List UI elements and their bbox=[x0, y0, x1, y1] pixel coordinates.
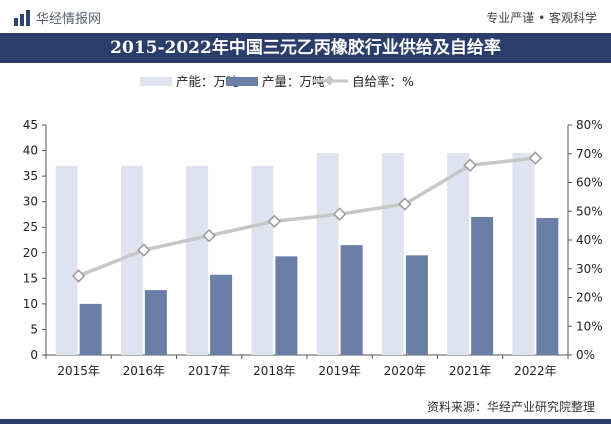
right-tick-label: 50% bbox=[576, 204, 603, 218]
production-bar bbox=[536, 218, 559, 355]
production-bars bbox=[79, 217, 559, 355]
bar-chart-logo-icon bbox=[14, 9, 30, 26]
left-tick-label: 40 bbox=[23, 144, 38, 158]
capacity-bars bbox=[55, 153, 535, 355]
footer-rule bbox=[0, 419, 611, 424]
right-tick-label: 10% bbox=[576, 319, 603, 333]
production-bar bbox=[405, 255, 428, 355]
right-tick-label: 40% bbox=[576, 233, 603, 247]
x-tick-label: 2018年 bbox=[253, 364, 296, 378]
ratio-line bbox=[77, 156, 536, 278]
capacity-bar bbox=[316, 153, 339, 355]
production-bar bbox=[79, 303, 102, 355]
ratio-point bbox=[463, 158, 477, 172]
x-tick-label: 2021年 bbox=[449, 364, 492, 378]
left-tick-label: 25 bbox=[23, 220, 38, 234]
left-tick-label: 15 bbox=[23, 271, 38, 285]
x-tick-label: 2022年 bbox=[514, 364, 557, 378]
right-tick-label: 30% bbox=[576, 262, 603, 276]
capacity-bar bbox=[251, 165, 274, 355]
legend-label-2: 自给率：% bbox=[352, 74, 414, 89]
left-tick-label: 35 bbox=[23, 169, 38, 183]
capacity-bar bbox=[381, 153, 404, 355]
production-bar bbox=[275, 256, 298, 355]
right-tick-label: 80% bbox=[576, 118, 603, 132]
ratio-point bbox=[332, 207, 347, 221]
ratio-point bbox=[202, 228, 216, 243]
capacity-bar bbox=[512, 153, 535, 355]
left-tick-label: 10 bbox=[23, 297, 38, 311]
ratio-point bbox=[71, 269, 86, 283]
x-tick-label: 2019年 bbox=[318, 364, 361, 378]
legend-swatch-1 bbox=[226, 77, 258, 86]
production-bar bbox=[471, 217, 494, 355]
legend: 产能：万吨 产量：万吨 自给率：% bbox=[140, 74, 414, 89]
slogan: 专业严谨 • 客观科学 bbox=[486, 11, 597, 25]
capacity-bar bbox=[186, 165, 209, 355]
capacity-bar bbox=[55, 165, 78, 355]
legend-swatch-0 bbox=[140, 77, 172, 86]
legend-label-0: 产能：万吨 bbox=[176, 74, 239, 89]
ratio-point bbox=[267, 214, 282, 229]
ratio-point bbox=[137, 243, 151, 257]
ratio-line-series bbox=[71, 151, 543, 283]
legend-marker-2 bbox=[324, 75, 335, 86]
brand: 华经情报网 bbox=[14, 8, 101, 27]
ratio-point bbox=[398, 197, 412, 211]
capacity-bar bbox=[120, 165, 143, 355]
right-tick-label: 70% bbox=[576, 147, 603, 161]
source-note: 资料来源：华经产业研究院整理 bbox=[426, 400, 595, 414]
axes: 0 5 10 15 20 25 30 35 40 45 0% 10% 20% 30% 40% 50% 60% 70… bbox=[23, 118, 603, 378]
left-tick-label: 0 bbox=[30, 348, 38, 362]
legend-label-1: 产量：万吨 bbox=[262, 74, 325, 89]
production-bar bbox=[340, 245, 363, 355]
x-tick-label: 2015年 bbox=[57, 364, 100, 378]
chart-title: 2015-2022年中国三元乙丙橡胶行业供给及自给率 bbox=[0, 33, 611, 63]
chart-area: 产能：万吨 产量：万吨 自给率：% 0 5 10 15 20 25 30 35 40 45 0% 10% 2… bbox=[23, 74, 603, 378]
right-tick-label: 20% bbox=[576, 291, 603, 305]
x-tick-label: 2016年 bbox=[123, 364, 166, 378]
left-tick-label: 45 bbox=[23, 118, 38, 132]
x-tick-label: 2020年 bbox=[384, 364, 427, 378]
brand-name: 华经情报网 bbox=[36, 12, 102, 27]
capacity-bar bbox=[447, 153, 470, 355]
right-tick-label: 60% bbox=[576, 176, 603, 190]
right-tick-label: 0% bbox=[576, 348, 595, 362]
production-bar bbox=[144, 290, 167, 355]
left-tick-label: 20 bbox=[23, 246, 38, 260]
left-tick-label: 5 bbox=[30, 322, 38, 336]
top-bar: 华经情报网 专业严谨 • 客观科学 bbox=[0, 0, 611, 32]
x-tick-label: 2017年 bbox=[188, 364, 231, 378]
left-tick-label: 30 bbox=[23, 195, 38, 209]
ratio-point bbox=[528, 151, 543, 165]
production-bar bbox=[210, 274, 233, 355]
